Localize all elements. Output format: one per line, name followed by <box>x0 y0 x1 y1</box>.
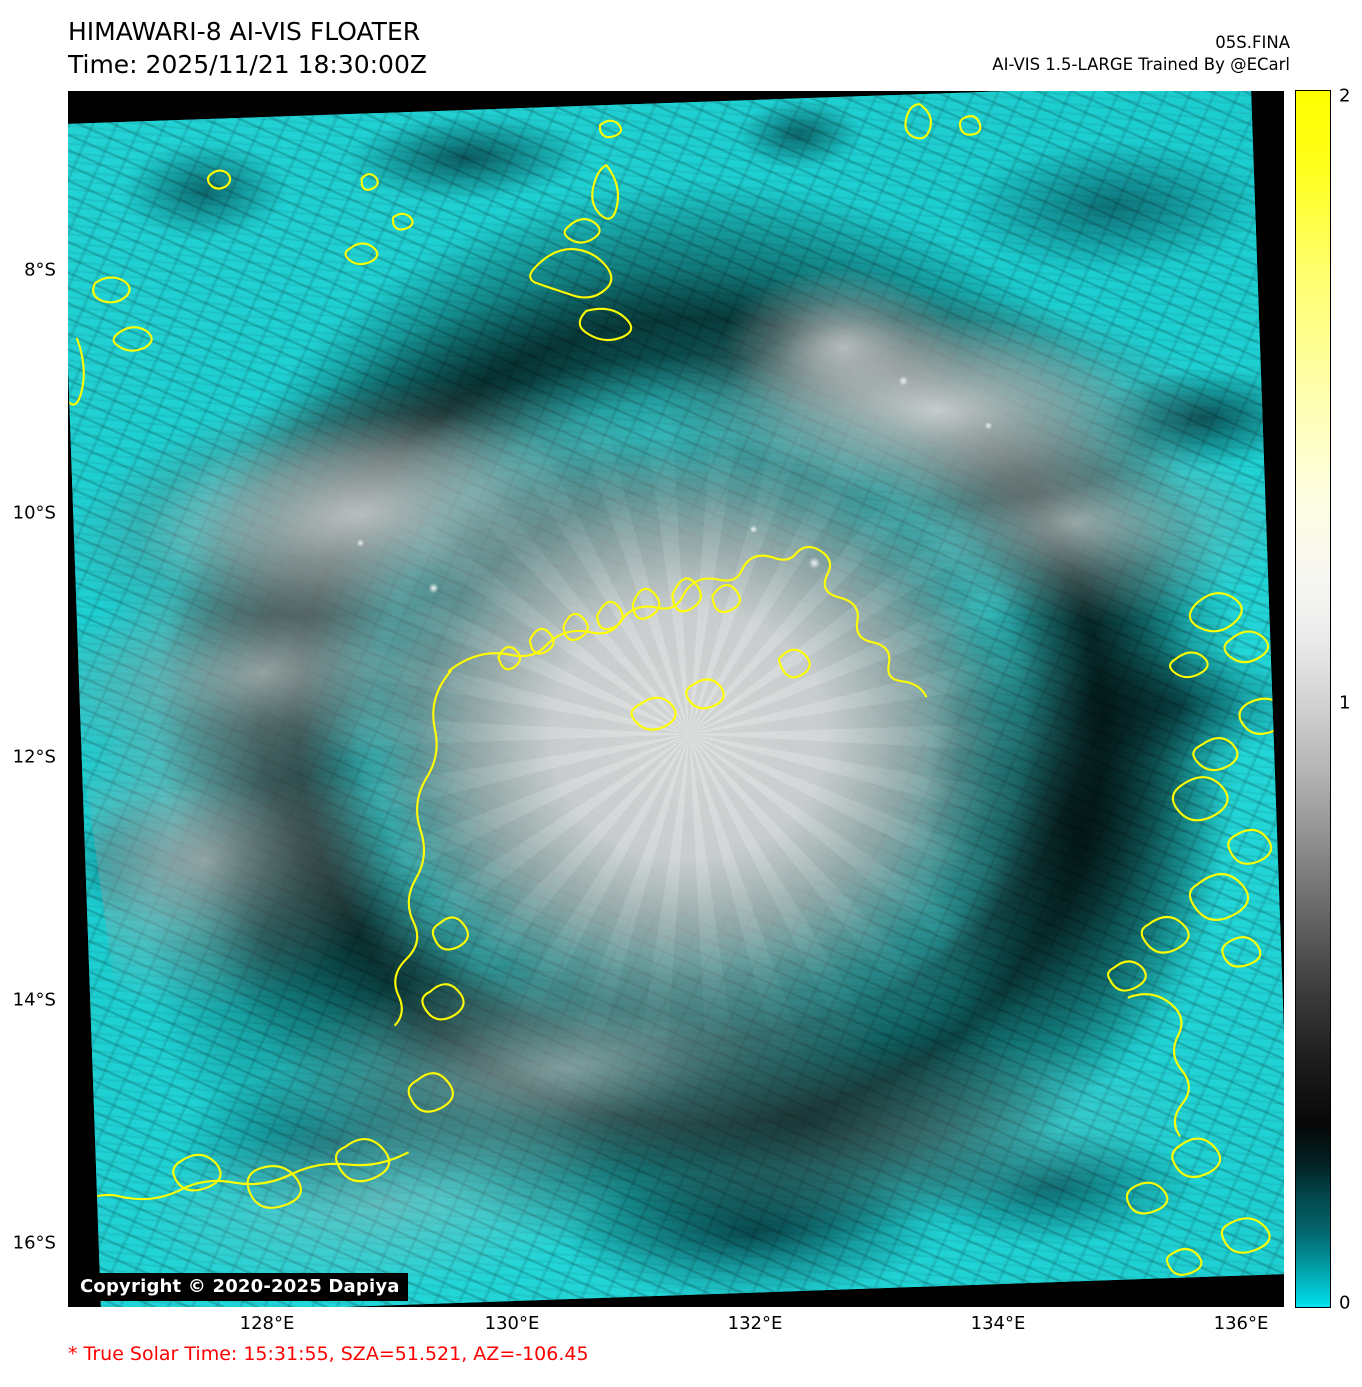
timestamp-label: Time: 2025/11/21 18:30:00Z <box>68 49 427 79</box>
y-axis-tick-label: 10°S <box>12 502 56 524</box>
header-meta-block: 05S.FINA AI-VIS 1.5-LARGE Trained By @EC… <box>992 32 1290 76</box>
y-axis-tick-label: 16°S <box>12 1232 56 1254</box>
colorbar <box>1295 90 1331 1308</box>
model-credit-label: AI-VIS 1.5-LARGE Trained By @ECarl <box>992 54 1290 74</box>
overshooting-tops-layer <box>68 91 1284 1307</box>
solar-geometry-footer: * True Solar Time: 15:31:55, SZA=51.521,… <box>68 1343 589 1365</box>
x-axis-tick-label: 136°E <box>1213 1313 1269 1334</box>
colorbar-tick-label: 1 <box>1339 692 1351 714</box>
x-axis-tick-label: 130°E <box>484 1313 540 1334</box>
y-axis-tick-label: 12°S <box>12 746 56 768</box>
satellite-swath <box>68 91 1284 1307</box>
x-axis-tick-label: 132°E <box>727 1313 783 1334</box>
y-axis-tick-label: 8°S <box>24 259 56 281</box>
satellite-image-plot: Copyright © 2020-2025 Dapiya <box>68 91 1284 1307</box>
colorbar-gradient <box>1295 90 1331 1308</box>
header-title-block: HIMAWARI-8 AI-VIS FLOATER Time: 2025/11/… <box>68 16 427 81</box>
y-axis-tick-label: 14°S <box>12 989 56 1011</box>
colorbar-tick-label: 0 <box>1339 1292 1351 1314</box>
x-axis-tick-label: 134°E <box>970 1313 1026 1334</box>
page-title: HIMAWARI-8 AI-VIS FLOATER <box>68 17 421 46</box>
x-axis-tick-label: 128°E <box>239 1313 295 1334</box>
storm-id-label: 05S.FINA <box>1215 33 1290 52</box>
colorbar-tick-label: 2 <box>1339 85 1351 107</box>
copyright-notice: Copyright © 2020-2025 Dapiya <box>72 1273 408 1301</box>
